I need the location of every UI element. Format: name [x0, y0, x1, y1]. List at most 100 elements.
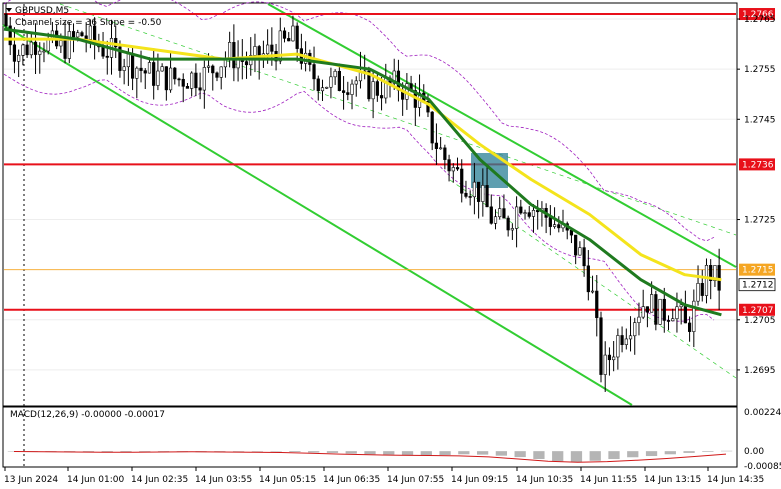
price-tick-label: 1.2705 [744, 316, 776, 326]
main-panel-border [2, 2, 738, 407]
candle-body [80, 32, 84, 37]
time-tick-label: 14 Jun 11:55 [580, 475, 637, 485]
candle-body [451, 167, 455, 172]
candle-body [215, 72, 219, 78]
candle-body [177, 78, 181, 81]
candle-body [704, 265, 709, 296]
candle-body [135, 67, 139, 79]
candle-body [198, 87, 202, 91]
candle-body [126, 53, 130, 68]
macd-bar [326, 451, 339, 453]
candle-body [654, 294, 658, 325]
candle-body [375, 81, 379, 96]
candle-body [447, 159, 451, 172]
macd-bar [383, 451, 395, 455]
current-price-tag [738, 278, 776, 292]
macd-bar [401, 451, 414, 456]
candle-body [548, 217, 552, 227]
macd-bar [720, 450, 733, 452]
candle-body [114, 38, 118, 48]
candle-body [118, 46, 122, 71]
candle-body [692, 300, 696, 332]
macd-tick-label: -0.00085 [744, 462, 781, 472]
candle-body [430, 111, 434, 144]
time-tick-label: 14 Jun 05:15 [259, 475, 316, 485]
candle-body [599, 317, 603, 375]
candle-body [33, 41, 38, 55]
macd-tick-label: 0.00 [744, 447, 764, 457]
macd-signal-line [13, 451, 727, 463]
candle-body [633, 322, 637, 337]
price-tick-label: 1.2695 [744, 366, 776, 376]
candle-body [616, 335, 620, 358]
candle-body [190, 72, 194, 89]
level-tag-label: 1.2766 [742, 10, 774, 20]
candle-body [574, 234, 578, 256]
envelope-bands [3, 0, 715, 322]
candle-body [59, 40, 63, 47]
candle-body [624, 338, 628, 345]
level-tag-label: 1.2707 [742, 306, 774, 316]
moving-averages [3, 27, 722, 317]
support-resistance-levels: 1.2766 1.2736 1.2707 1.2715 1.2712 [4, 8, 776, 316]
candle-body [291, 25, 295, 42]
candle-body [320, 87, 325, 92]
time-tick-label: 14 Jun 01:00 [67, 475, 124, 485]
macd-bar [570, 451, 583, 463]
candle-body [4, 13, 8, 27]
ask-tag [739, 263, 775, 276]
candle-body [152, 62, 156, 86]
time-tick-label: 13 Jun 2024 [4, 475, 58, 485]
macd-bar [289, 451, 301, 453]
time-tick-label: 14 Jun 03:55 [195, 475, 252, 485]
macd-bar [139, 451, 151, 452]
price-tick-label: 1.2725 [744, 216, 776, 226]
macd-bar [439, 451, 451, 455]
macd-bar [157, 451, 170, 452]
candle-body [519, 206, 523, 214]
candle-body [498, 208, 502, 218]
candle-body [164, 66, 168, 91]
candle-body [506, 217, 510, 231]
candle-body [287, 38, 291, 42]
macd-bar [251, 451, 264, 452]
candle-body [105, 55, 109, 58]
candle-body [143, 70, 147, 74]
candle-body [312, 64, 316, 80]
candle-body [232, 42, 236, 69]
candle-body [156, 70, 160, 86]
level-tag [739, 303, 775, 316]
candle-body [472, 181, 476, 198]
channel-boundary [267, 3, 737, 268]
macd-panel-border [2, 406, 738, 468]
candle-body [29, 41, 33, 56]
macd-bar [495, 451, 508, 456]
level-tag [739, 158, 775, 171]
time-tick-label: 14 Jun 13:15 [644, 475, 701, 485]
price-tick-label: 1.2745 [744, 115, 776, 125]
macd-bar [702, 451, 714, 452]
level-tag-label: 1.2736 [742, 160, 774, 170]
ma-fast-line [4, 37, 722, 282]
candle-body [514, 206, 519, 229]
macd-bar [458, 451, 470, 455]
envelope-dn [3, 73, 715, 322]
level-tag [739, 8, 775, 21]
candle-body [63, 40, 67, 59]
time-axis: 13 Jun 2024 14 Jun 01:00 14 Jun 02:35 14 Ju… [4, 467, 764, 485]
candle-body [443, 147, 447, 160]
candle-body [662, 298, 666, 321]
candle-body [523, 212, 527, 214]
candle-body [147, 62, 152, 74]
regression-channel [2, 3, 737, 406]
dropdown-triangle-icon[interactable] [6, 8, 12, 12]
candle-body [253, 46, 257, 56]
time-tick-label: 14 Jun 07:55 [387, 475, 444, 485]
candle-body [468, 196, 472, 198]
candle-body [595, 290, 599, 319]
channel-boundary [2, 24, 633, 406]
candle-body [641, 306, 645, 318]
candle-body [658, 298, 662, 325]
